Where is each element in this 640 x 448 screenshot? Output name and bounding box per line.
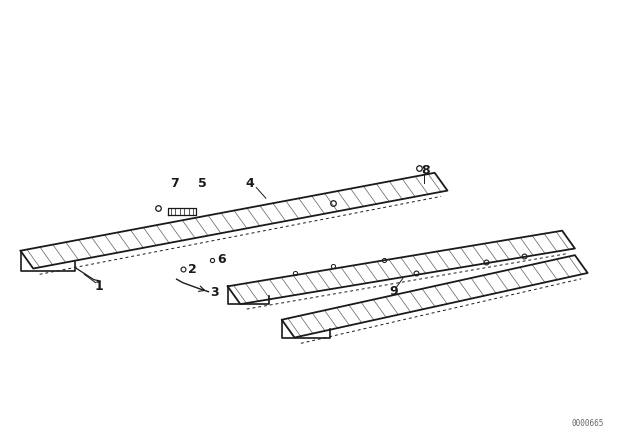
Text: 0000665: 0000665 xyxy=(571,419,604,428)
Text: 8: 8 xyxy=(421,164,429,177)
Text: 2: 2 xyxy=(188,263,197,276)
Text: 4: 4 xyxy=(246,177,254,190)
Text: 6: 6 xyxy=(217,253,225,266)
Text: 1: 1 xyxy=(95,280,103,293)
Text: 9: 9 xyxy=(389,285,397,298)
Text: 3: 3 xyxy=(211,286,219,299)
Text: 5: 5 xyxy=(198,177,207,190)
Text: 7: 7 xyxy=(170,177,179,190)
